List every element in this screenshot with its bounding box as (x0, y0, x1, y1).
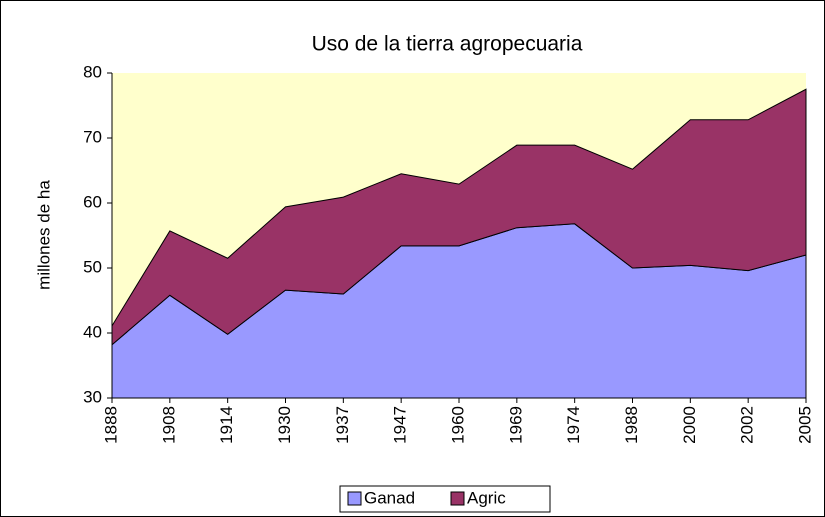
x-tick-label: 1937 (333, 406, 352, 444)
legend-swatch (450, 491, 465, 506)
chart-title: Uso de la tierra agropecuaria (312, 33, 583, 56)
x-tick-label: 1974 (564, 406, 583, 444)
x-tick-label: 2002 (738, 406, 757, 444)
area (111, 88, 807, 346)
legend: Ganad Agric (339, 485, 551, 513)
y-tick-label: 60 (83, 192, 102, 211)
legend-box (339, 485, 551, 513)
x-tick-label: 1888 (101, 406, 120, 444)
y-tick-label: 30 (83, 387, 102, 406)
x-tick-label: 1947 (391, 406, 410, 444)
y-tick-label: 50 (83, 257, 102, 276)
y-tick-label: 70 (83, 127, 102, 146)
legend-swatch (347, 491, 362, 506)
legend-label: Agric (467, 488, 506, 507)
x-tick-label: 1914 (217, 406, 236, 444)
x-tick-label: 1930 (275, 406, 294, 444)
x-tick-label: 1908 (159, 406, 178, 444)
legend-label: Ganad (364, 488, 415, 507)
y-tick-label: 80 (83, 62, 102, 81)
y-tick-label: 40 (83, 322, 102, 341)
x-tick-label: 1969 (506, 406, 525, 444)
x-tick-label: 2000 (680, 406, 699, 444)
x-tick-label: 2005 (795, 406, 814, 444)
x-tick-label: 1960 (448, 406, 467, 444)
x-tick-label: 1988 (622, 406, 641, 444)
y-axis-label: millones de ha (34, 180, 53, 290)
